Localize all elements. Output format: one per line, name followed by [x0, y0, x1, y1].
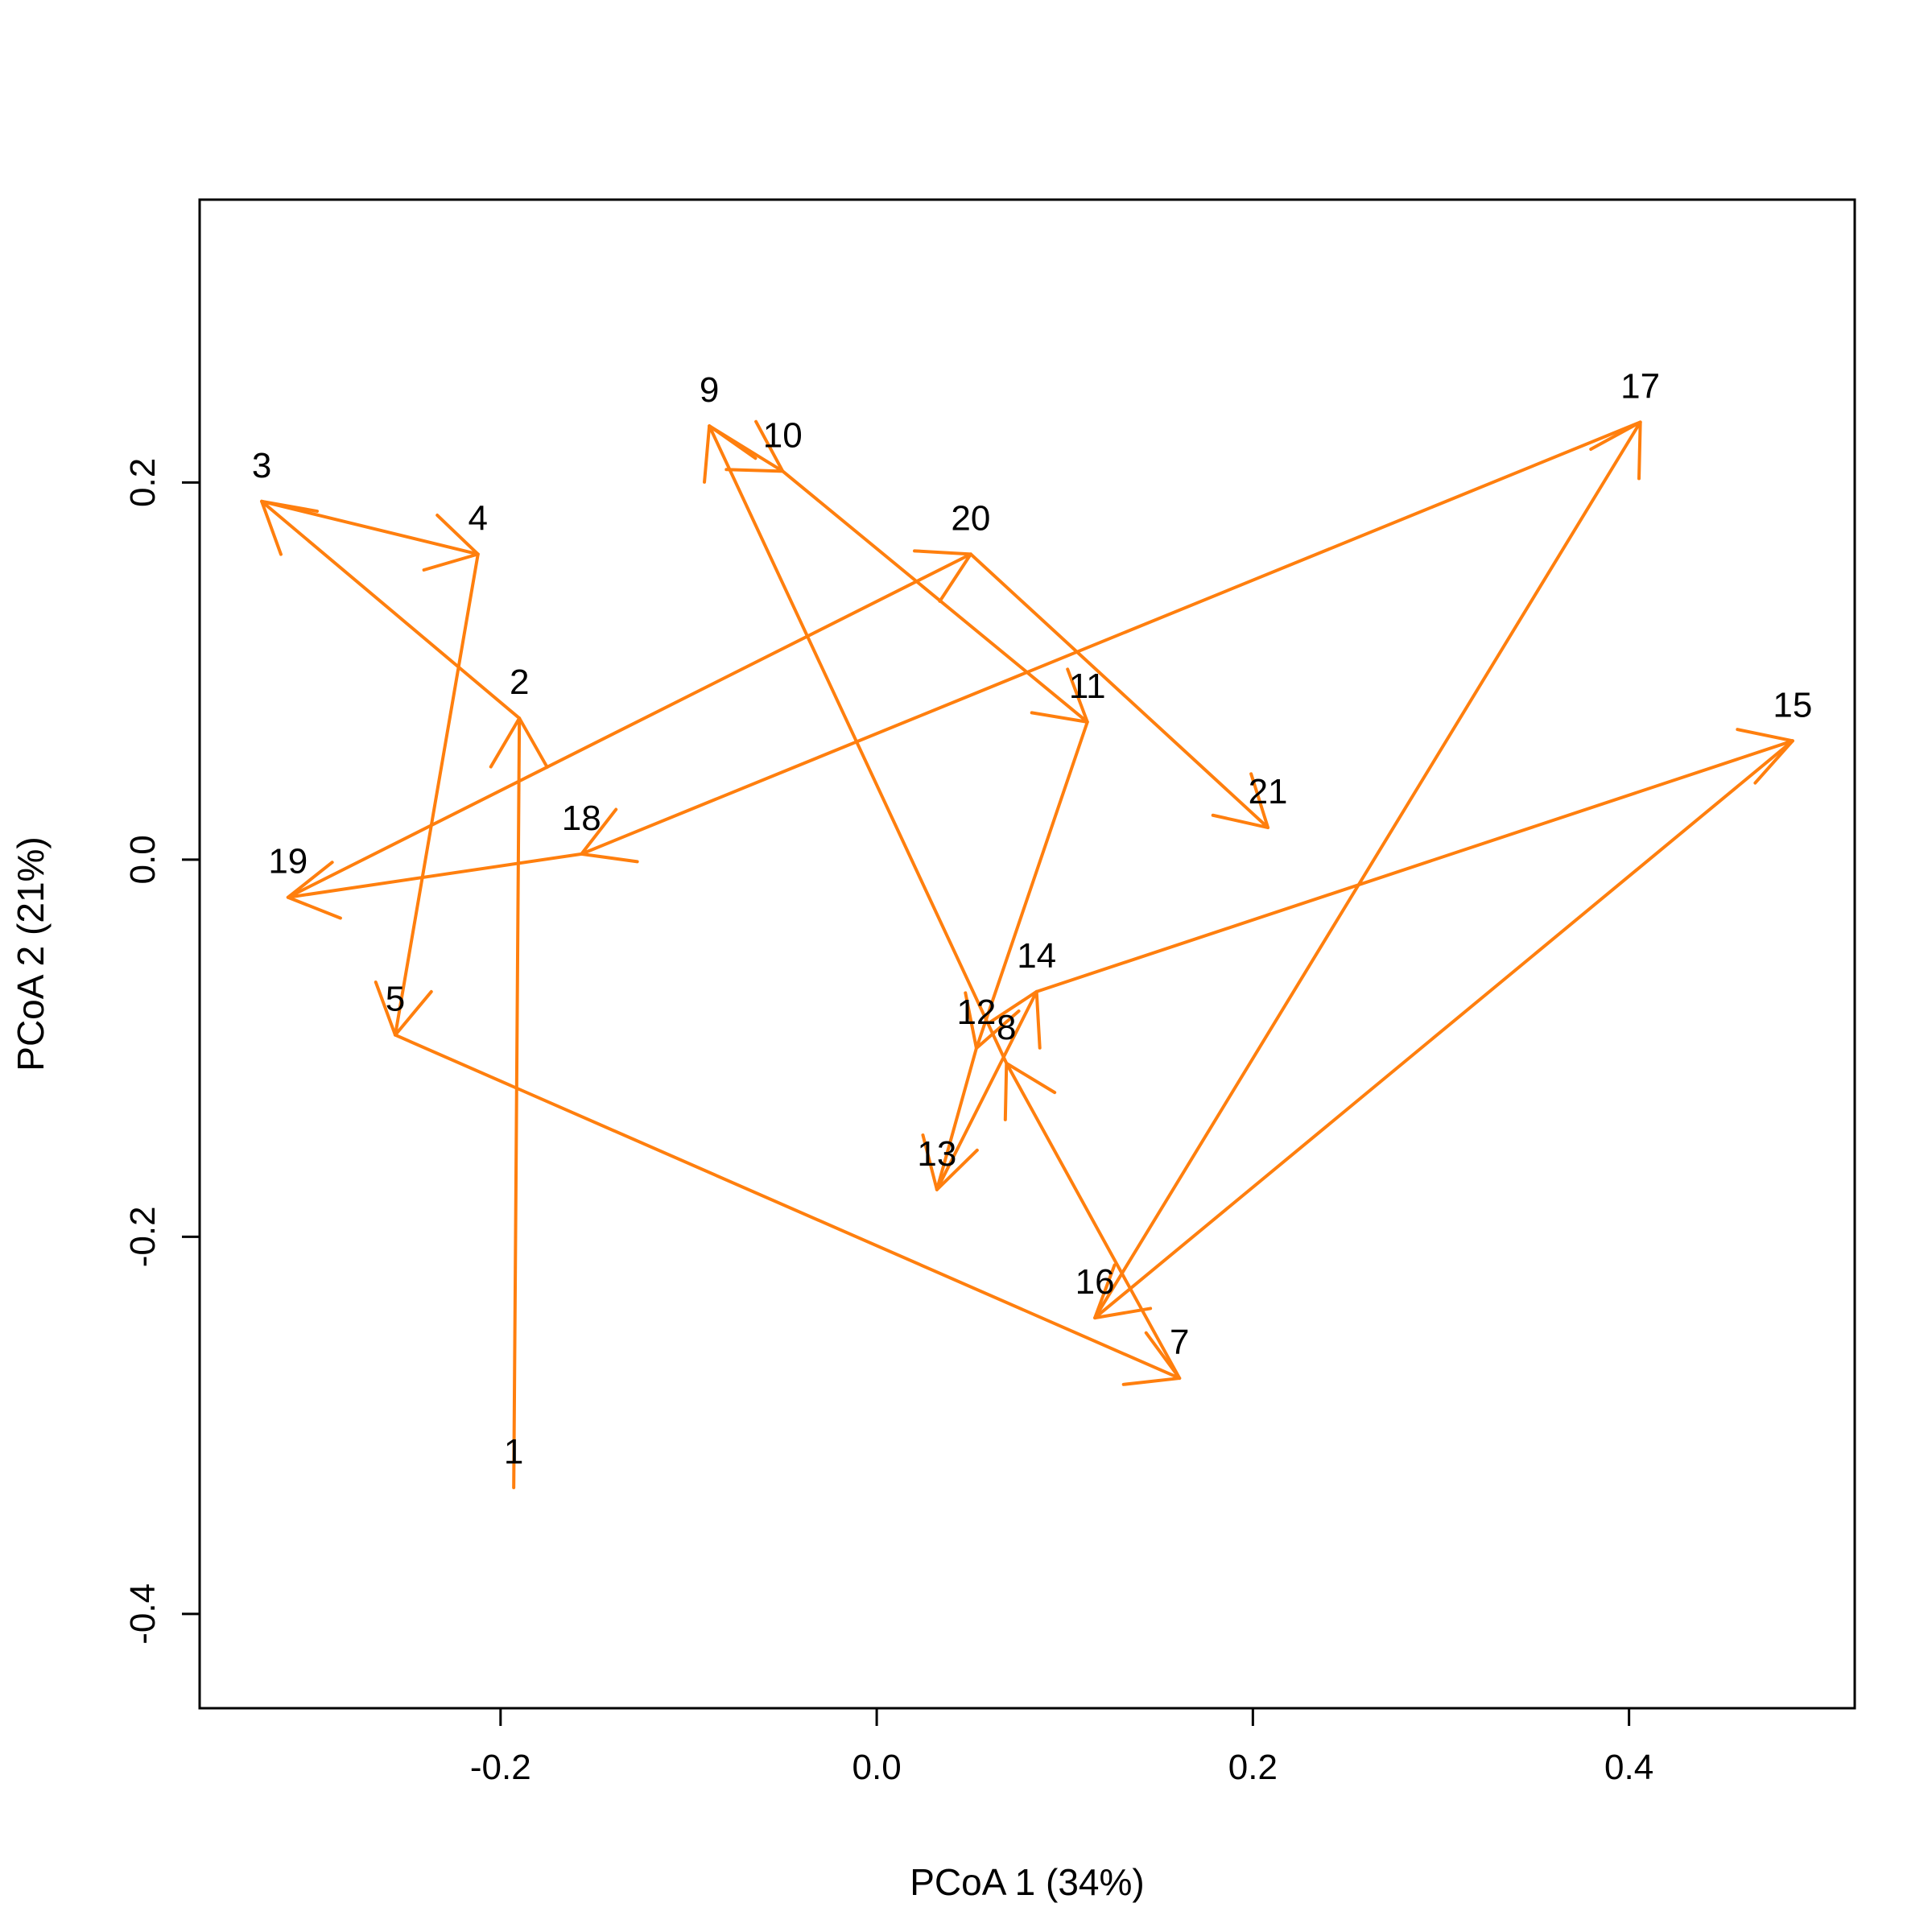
plot-frame — [198, 198, 1856, 1710]
y-tick-label: -0.4 — [123, 1583, 163, 1645]
point-label-18: 18 — [562, 799, 601, 838]
point-label-19: 19 — [268, 842, 308, 881]
point-label-13: 13 — [917, 1134, 956, 1174]
x-tick-label: 0.2 — [1228, 1748, 1278, 1787]
x-axis: -0.2 0.0 0.2 0.4 — [470, 1708, 1653, 1787]
x-tick-label: 0.0 — [852, 1748, 902, 1787]
point-label-16: 16 — [1075, 1262, 1115, 1302]
arrow-5-to-7 — [393, 1033, 1182, 1386]
point-label-5: 5 — [386, 980, 405, 1019]
y-tick-label: 0.0 — [123, 835, 163, 884]
x-axis-title: PCoA 1 (34%) — [910, 1861, 1144, 1903]
arrow-4-to-5 — [374, 552, 480, 1037]
point-label-8: 8 — [997, 1008, 1016, 1047]
y-tick-label: 0.2 — [123, 458, 163, 507]
arrow-17-to-18 — [580, 420, 1642, 864]
arrow-3-to-4 — [260, 499, 480, 572]
point-label-10: 10 — [763, 415, 803, 455]
arrow-15-to-16 — [1093, 739, 1794, 1320]
point-label-17: 17 — [1620, 366, 1660, 406]
y-axis: -0.4 -0.2 0.0 0.2 — [123, 458, 200, 1645]
x-tick-label: 0.4 — [1604, 1748, 1653, 1787]
y-axis-title: PCoA 2 (21%) — [10, 836, 52, 1071]
point-label-2: 2 — [510, 663, 529, 702]
point-label-4: 4 — [469, 498, 488, 538]
arrow-20-to-21 — [968, 552, 1270, 830]
point-label-12: 12 — [956, 993, 996, 1032]
point-label-15: 15 — [1773, 685, 1812, 724]
point-label-1: 1 — [504, 1432, 523, 1472]
arrow-18-to-19 — [286, 852, 584, 920]
x-tick-label: -0.2 — [470, 1748, 531, 1787]
arrow-16-to-17 — [1093, 420, 1642, 1320]
trajectory-arrows — [260, 419, 1794, 1489]
point-label-9: 9 — [700, 370, 719, 410]
point-label-7: 7 — [1170, 1323, 1189, 1362]
y-tick-label: -0.2 — [123, 1206, 163, 1267]
point-label-14: 14 — [1017, 936, 1056, 976]
point-label-20: 20 — [951, 498, 990, 538]
point-label-11: 11 — [1069, 667, 1106, 706]
point-label-3: 3 — [252, 446, 271, 485]
point-label-21: 21 — [1249, 772, 1288, 811]
arrow-14-to-15 — [1034, 728, 1794, 993]
arrow-1-to-2 — [489, 716, 549, 1489]
arrow-19-to-20 — [286, 549, 972, 899]
